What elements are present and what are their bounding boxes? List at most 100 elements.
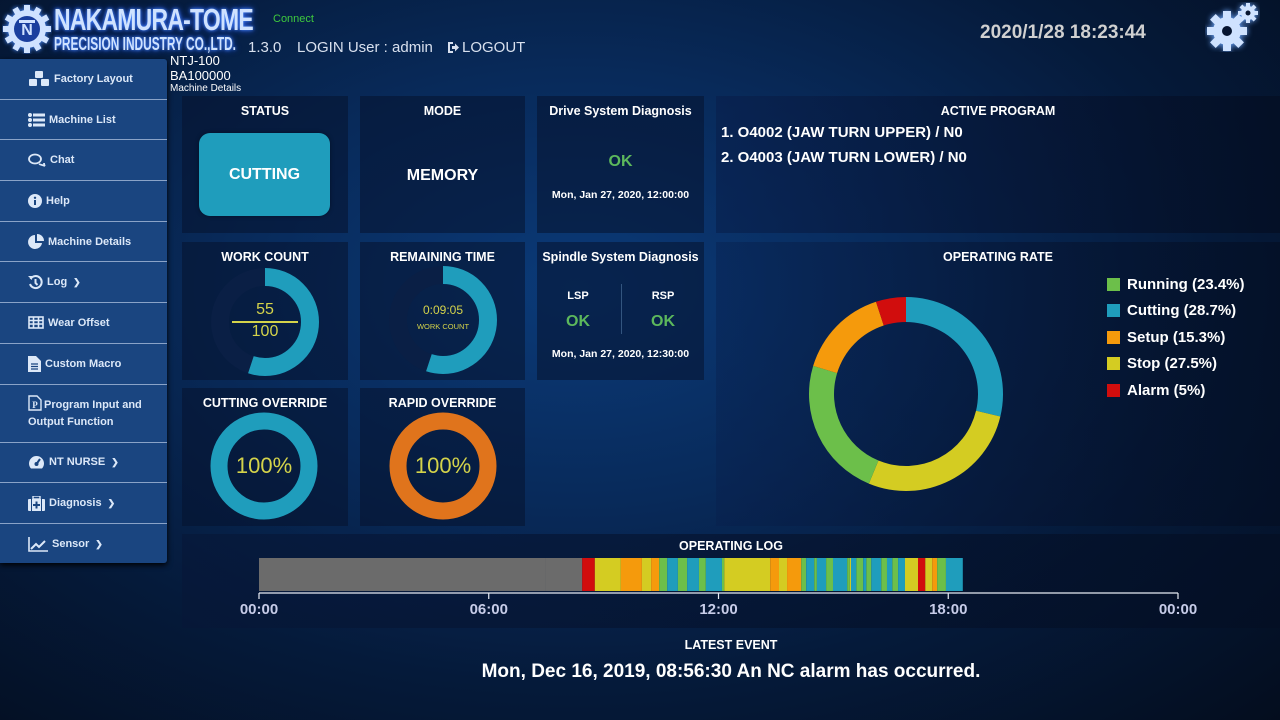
sidebar-label: Help: [46, 194, 70, 207]
axis-tick-label: 18:00: [929, 601, 968, 618]
sidebar-item-wear-offset[interactable]: Wear Offset: [0, 303, 167, 344]
sidebar-label: P Program Input and Output Function: [28, 394, 167, 431]
sidebar-item-machine-list[interactable]: Machine List: [0, 100, 167, 141]
logout-button[interactable]: LOGOUT: [447, 39, 525, 56]
sidebar-item-log[interactable]: Log ❯: [0, 262, 167, 304]
log-segment-setup: [620, 558, 642, 591]
legend-swatch: [1107, 277, 1120, 291]
log-segment-stop: [594, 558, 621, 591]
work-count-total: 100: [251, 323, 279, 340]
log-segment-running: [937, 558, 946, 591]
machine-model: NTJ-100: [170, 53, 220, 68]
drive-diagnosis-panel: Drive System Diagnosis OK Mon, Jan 27, 2…: [537, 96, 704, 233]
table-icon: [28, 316, 44, 330]
log-segment-cutting: [667, 558, 678, 591]
legend-item-alarm[interactable]: Alarm (5%): [1107, 377, 1245, 404]
fraction-divider: [232, 321, 298, 323]
legend-item-setup[interactable]: Setup (15.3%): [1107, 324, 1245, 351]
sidebar-item-sensor[interactable]: Sensor ❯: [0, 524, 167, 565]
log-segment-cutting: [945, 558, 963, 591]
log-segment-setup: [651, 558, 660, 591]
operating-rate-donut: [809, 297, 1003, 491]
operating-log-title: OPERATING LOG: [679, 539, 783, 553]
remaining-time-sub: WORK COUNT: [416, 322, 470, 331]
legend-swatch: [1107, 383, 1120, 397]
sidebar-item-factory-layout[interactable]: Factory Layout: [0, 59, 167, 100]
log-segment-cutting: [832, 558, 848, 591]
gears-icon[interactable]: [1205, 2, 1260, 52]
logo-gear-icon: N: [3, 5, 51, 53]
donut-slice-cutting[interactable]: [906, 297, 1003, 417]
sidebar-item-nt-nurse[interactable]: NT NURSE ❯: [0, 443, 167, 484]
current-datetime: 2020/1/28 18:23:44: [980, 22, 1146, 43]
cutting-override-value: 100%: [235, 453, 293, 478]
sidebar-item-help[interactable]: Help: [0, 181, 167, 222]
machine-info: NTJ-100 BA100000 Machine Details: [170, 53, 241, 95]
mode-title: MODE: [423, 104, 462, 118]
log-segment-setup: [787, 558, 802, 591]
log-segment-cutting: [806, 558, 815, 591]
gauge-arc: [211, 268, 319, 376]
legend-item-running[interactable]: Running (23.4%): [1107, 271, 1245, 298]
log-segment-running: [677, 558, 688, 591]
sidebar-item-program-io[interactable]: P Program Input and Output Function: [0, 385, 167, 443]
sidebar-item-chat[interactable]: Chat: [0, 140, 167, 182]
log-segment-stop: [925, 558, 933, 591]
sign-out-icon: [448, 42, 459, 53]
remaining-time-value: 0:09:05: [422, 303, 464, 317]
log-segment-setup: [932, 558, 938, 591]
log-segment-cutting: [871, 558, 882, 591]
rsp-label: RSP: [651, 290, 675, 302]
work-count-current: 55: [256, 301, 274, 318]
log-segment-off: [545, 558, 583, 591]
legend-label: Running (23.4%): [1127, 275, 1245, 293]
rsp-result: OK: [651, 313, 675, 330]
log-segment-alarm: [582, 558, 595, 591]
donut-slice-stop[interactable]: [868, 410, 1001, 491]
log-segment-stop: [849, 558, 851, 591]
spindle-diagnosis-title: Spindle System Diagnosis: [542, 250, 699, 264]
donut-slice-alarm[interactable]: [875, 297, 906, 326]
chevron-down-icon: ❯: [107, 497, 116, 508]
svg-text:N: N: [21, 22, 33, 39]
company-logo: N NAKAMURA-TOME PRECISION INDUSTRY CO.,L…: [2, 2, 254, 54]
status-title: STATUS: [240, 104, 290, 118]
active-program-item: 1. O4002 (JAW TURN UPPER) / N0: [721, 124, 963, 141]
legend-label: Cutting (28.7%): [1127, 302, 1237, 320]
pie-chart-icon: [28, 233, 44, 249]
active-program-item: 2. O4003 (JAW TURN LOWER) / N0: [721, 149, 967, 166]
donut-slice-setup[interactable]: [813, 301, 884, 374]
remaining-time-title: REMAINING TIME: [390, 250, 495, 264]
sidebar-item-custom-macro[interactable]: Custom Macro: [0, 344, 167, 385]
sidebar-label: Custom Macro: [45, 357, 122, 370]
status-badge: CUTTING: [199, 133, 330, 216]
log-segment-running: [698, 558, 706, 591]
lsp-label: LSP: [567, 290, 589, 302]
log-segment-setup: [770, 558, 780, 591]
donut-slice-running[interactable]: [809, 365, 879, 484]
log-segment-cutting: [687, 558, 699, 591]
file-p-icon: P: [28, 394, 42, 411]
log-segment-running: [856, 558, 864, 591]
history-icon: [28, 274, 43, 289]
log-segment-running: [847, 558, 850, 591]
svg-text:P: P: [32, 400, 38, 410]
spindle-diagnosis-date: Mon, Jan 27, 2020, 12:30:00: [551, 348, 690, 360]
divider: [621, 284, 622, 334]
work-count-title: WORK COUNT: [221, 250, 309, 264]
remaining-time-gauge: [389, 266, 497, 374]
legend-item-cutting[interactable]: Cutting (28.7%): [1107, 298, 1245, 325]
legend-item-stop[interactable]: Stop (27.5%): [1107, 351, 1245, 378]
legend-swatch: [1107, 330, 1120, 344]
sidebar-item-machine-details[interactable]: Machine Details: [0, 222, 167, 263]
log-segment-running: [826, 558, 833, 591]
page-title: Machine Details: [170, 83, 242, 94]
sidebar-item-diagnosis[interactable]: Diagnosis ❯: [0, 483, 167, 524]
active-program-title: ACTIVE PROGRAM: [940, 104, 1056, 118]
log-segment-alarm: [917, 558, 926, 591]
log-segment-stop: [904, 558, 918, 591]
log-segment-cutting: [705, 558, 722, 591]
latest-event-text: Mon, Dec 16, 2019, 08:56:30 An NC alarm …: [481, 661, 981, 682]
line-chart-icon: [28, 536, 48, 552]
legend-label: Stop (27.5%): [1127, 355, 1218, 373]
